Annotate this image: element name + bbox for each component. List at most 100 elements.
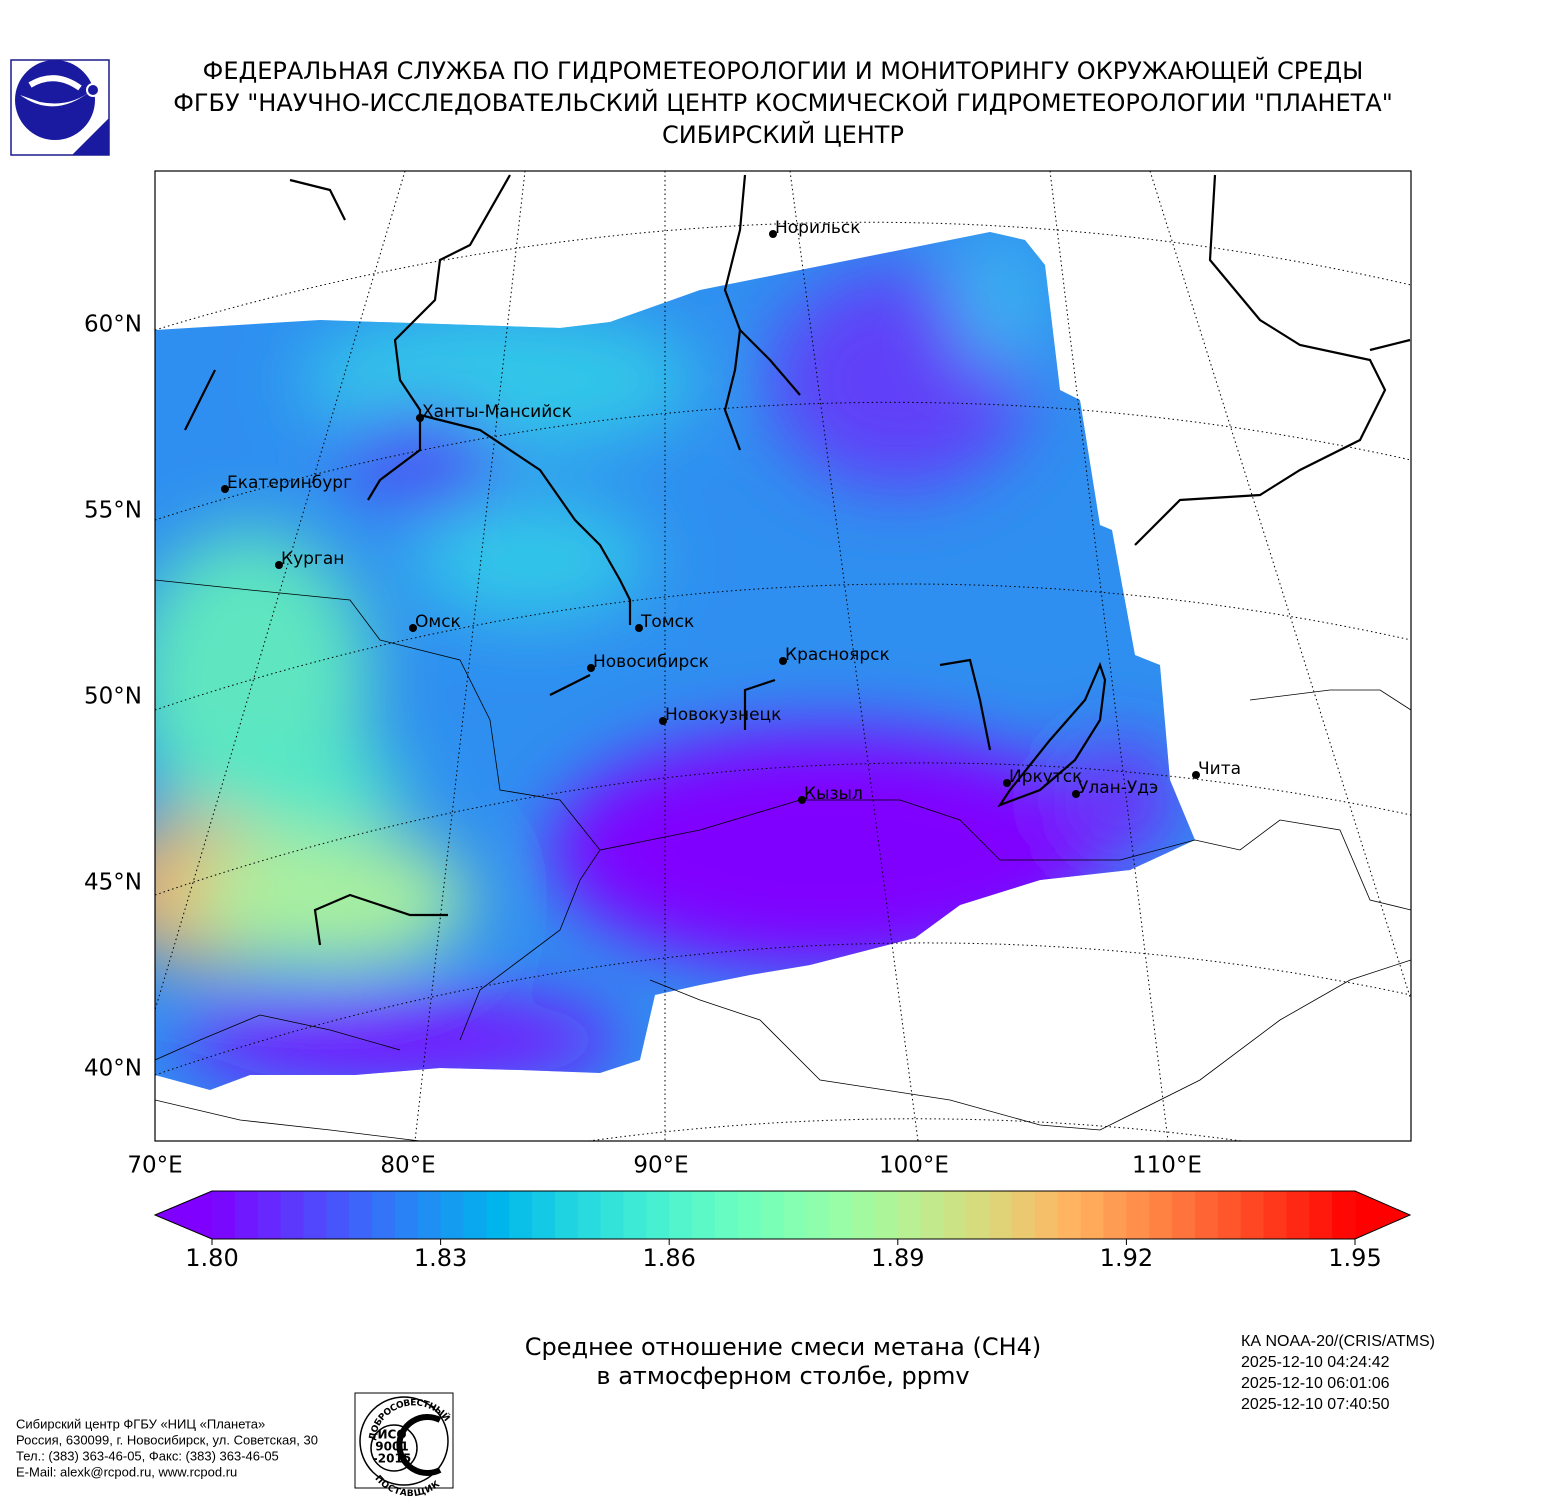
- lat-label: 40°N: [84, 1056, 142, 1082]
- city-label: Новосибирск: [593, 652, 709, 672]
- colorbar-level: [1057, 1191, 1082, 1239]
- colorbar-level: [1194, 1191, 1219, 1239]
- city-label: Красноярск: [785, 645, 890, 665]
- colorbar-level: [440, 1191, 465, 1239]
- footer-line: Россия, 630099, г. Новосибирск, ул. Сове…: [16, 1432, 318, 1447]
- colorbar-level: [737, 1191, 762, 1239]
- colorbar-level: [212, 1191, 236, 1239]
- city-label: Иркутск: [1009, 767, 1082, 787]
- colorbar-level: [1240, 1191, 1265, 1239]
- colorbar-level: [486, 1191, 510, 1239]
- city-dot: [409, 624, 417, 632]
- colorbar-tick-label: 1.83: [414, 1244, 467, 1272]
- city-label: Кызыл: [804, 784, 863, 804]
- colorbar-level: [623, 1191, 647, 1239]
- city-label: Чита: [1198, 759, 1241, 779]
- lon-label: 70°E: [127, 1153, 182, 1179]
- colorbar-level: [852, 1191, 876, 1239]
- lat-label: 50°N: [84, 684, 142, 710]
- iso-line: 9001: [375, 1440, 408, 1454]
- colorbar-level: [966, 1191, 990, 1239]
- lat-label: 55°N: [84, 498, 142, 524]
- header-line: СИБИРСКИЙ ЦЕНТР: [662, 120, 904, 149]
- colorbar-tick-label: 1.80: [185, 1244, 238, 1272]
- iso-logo: [354, 1392, 454, 1489]
- colorbar-level: [303, 1191, 327, 1239]
- colorbar-level: [783, 1191, 807, 1239]
- lat-label: 60°N: [84, 312, 142, 338]
- city-dot: [1192, 771, 1200, 779]
- city-label: Новокузнецк: [665, 705, 781, 725]
- city-dot: [769, 230, 777, 238]
- city-dot: [587, 664, 595, 672]
- colorbar-level: [874, 1191, 899, 1239]
- colorbar-level: [1080, 1191, 1105, 1239]
- satellite-line: 2025-12-10 07:40:50: [1241, 1396, 1390, 1413]
- colorbar-extend-low: [155, 1191, 212, 1239]
- colorbar-level: [806, 1191, 830, 1239]
- colorbar-level: [1126, 1191, 1150, 1239]
- satellite-line: 2025-12-10 04:24:42: [1241, 1354, 1390, 1371]
- colorbar-extend-high: [1355, 1191, 1410, 1239]
- colorbar-tick-label: 1.95: [1328, 1244, 1381, 1272]
- city-dot: [221, 485, 229, 493]
- colorbar-level: [692, 1191, 716, 1239]
- header-line: ФГБУ "НАУЧНО-ИССЛЕДОВАТЕЛЬСКИЙ ЦЕНТР КОС…: [173, 88, 1393, 117]
- colorbar-level: [1034, 1191, 1059, 1239]
- city-label: Норильск: [775, 218, 861, 238]
- colorbar-level: [829, 1191, 853, 1239]
- map-frame: [154, 170, 1412, 1142]
- colorbar-level: [1263, 1191, 1288, 1239]
- colorbar-level: [257, 1191, 282, 1239]
- colorbar-level: [600, 1191, 625, 1239]
- lat-label: 45°N: [84, 870, 142, 896]
- city-dot: [635, 624, 643, 632]
- city-label: Омск: [415, 612, 461, 632]
- lon-label: 80°E: [380, 1153, 435, 1179]
- colorbar-level: [669, 1191, 693, 1239]
- satellite-line: 2025-12-10 06:01:06: [1241, 1375, 1390, 1392]
- lon-label: 110°E: [1132, 1153, 1202, 1179]
- footer-line: Сибирский центр ФГБУ «НИЦ «Планета»: [16, 1416, 265, 1431]
- colorbar-level: [920, 1191, 945, 1239]
- caption-line: в атмосферном столбе, ppmv: [596, 1362, 969, 1390]
- footer-line: E-Mail: alexk@rcpod.ru, www.rcpod.ru: [16, 1464, 237, 1479]
- city-dot: [779, 657, 787, 665]
- city-dot: [1003, 779, 1011, 787]
- colorbar-level: [1149, 1191, 1173, 1239]
- city-label: Курган: [281, 549, 344, 569]
- colorbar-level: [1172, 1191, 1196, 1239]
- map: Норильск Ханты-Мансийск Екатеринбург Курган…: [155, 171, 1411, 1141]
- colorbar-level: [509, 1191, 533, 1239]
- lon-label: 90°E: [633, 1153, 688, 1179]
- header-line: ФЕДЕРАЛЬНАЯ СЛУЖБА ПО ГИДРОМЕТЕОРОЛОГИИ …: [203, 56, 1364, 85]
- colorbar-level: [394, 1191, 419, 1239]
- colorbar-level: [1103, 1191, 1127, 1239]
- city-label: Улан-Удэ: [1078, 778, 1158, 798]
- cities: Норильск Ханты-Мансийск Екатеринбург Курган…: [221, 218, 1241, 804]
- colorbar-level: [646, 1191, 670, 1239]
- colorbar-level: [372, 1191, 396, 1239]
- iso-line: ИСО: [377, 1428, 406, 1442]
- colorbar-level: [532, 1191, 556, 1239]
- graticule: [155, 171, 1411, 1141]
- colorbar-tick-label: 1.92: [1100, 1244, 1153, 1272]
- colorbar-level: [760, 1191, 785, 1239]
- iso-line: -2015: [373, 1452, 411, 1466]
- colorbar-level: [1309, 1191, 1333, 1239]
- rivers-coasts: [184, 174, 1411, 946]
- colorbar-level: [989, 1191, 1013, 1239]
- colorbar-level: [554, 1191, 579, 1239]
- colorbar-tick-label: 1.86: [642, 1244, 695, 1272]
- colorbar-level: [577, 1191, 602, 1239]
- colorbar-level: [1217, 1191, 1242, 1239]
- colorbar-level: [417, 1191, 442, 1239]
- lon-label: 100°E: [879, 1153, 949, 1179]
- logo: [10, 59, 110, 156]
- colorbar-level: [234, 1191, 259, 1239]
- city-dot: [798, 796, 806, 804]
- city-dot: [416, 414, 424, 422]
- colorbar-level: [1012, 1191, 1036, 1239]
- colorbar-level: [897, 1191, 922, 1239]
